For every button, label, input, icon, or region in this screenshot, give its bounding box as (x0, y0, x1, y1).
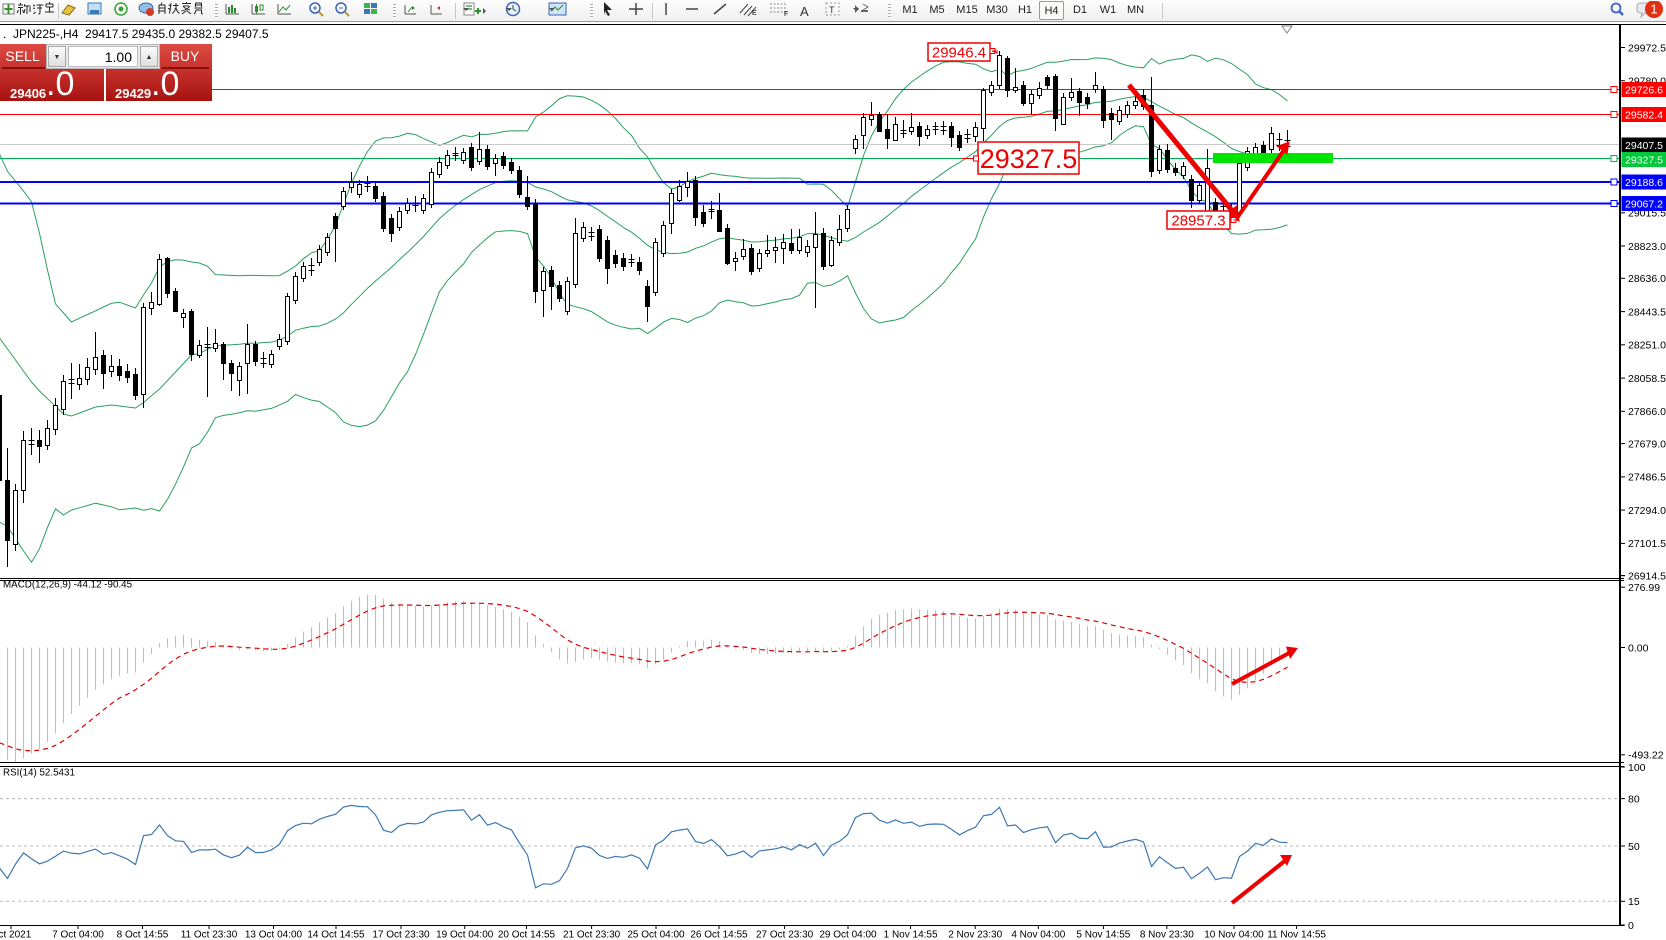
svg-text:20 Oct 14:55: 20 Oct 14:55 (498, 930, 556, 940)
svg-text:28058.5: 28058.5 (1628, 373, 1666, 385)
svg-text:7 Oct 04:00: 7 Oct 04:00 (52, 930, 104, 940)
svg-text:10 Nov 04:00: 10 Nov 04:00 (1204, 930, 1264, 940)
svg-text:11 Nov 14:55: 11 Nov 14:55 (1267, 930, 1326, 940)
svg-text:28443.5: 28443.5 (1628, 306, 1666, 318)
svg-text:80: 80 (1628, 793, 1640, 805)
svg-text:29 Oct 04:00: 29 Oct 04:00 (819, 930, 877, 940)
svg-text:2 Nov 23:30: 2 Nov 23:30 (948, 930, 1002, 940)
svg-text:28251.0: 28251.0 (1628, 340, 1666, 352)
svg-text:MACD(12,26,9) -44.12 -90.45: MACD(12,26,9) -44.12 -90.45 (3, 580, 133, 591)
svg-text:276.99: 276.99 (1628, 582, 1660, 594)
svg-text:21 Oct 23:30: 21 Oct 23:30 (563, 930, 621, 940)
svg-text:8 Oct 14:55: 8 Oct 14:55 (117, 930, 169, 940)
svg-text:29327.5: 29327.5 (1625, 155, 1663, 167)
svg-text:28636.0: 28636.0 (1628, 273, 1666, 285)
svg-text:29582.4: 29582.4 (1625, 110, 1663, 122)
svg-text:29726.6: 29726.6 (1625, 85, 1663, 97)
svg-text:0: 0 (1628, 920, 1634, 932)
svg-text:19 Oct 04:00: 19 Oct 04:00 (436, 930, 494, 940)
svg-text:E: E (752, 10, 757, 17)
svg-text:17 Oct 23:30: 17 Oct 23:30 (372, 930, 430, 940)
svg-text:1: 1 (1650, 2, 1657, 17)
svg-text:11 Oct 23:30: 11 Oct 23:30 (181, 930, 238, 940)
svg-text:5 Nov 14:55: 5 Nov 14:55 (1076, 930, 1130, 940)
svg-text:27294.0: 27294.0 (1628, 505, 1666, 517)
svg-text:27679.0: 27679.0 (1628, 438, 1666, 450)
svg-text:1 Nov 14:55: 1 Nov 14:55 (884, 930, 938, 940)
svg-text:Oct 2021: Oct 2021 (0, 930, 32, 940)
svg-text:27 Oct 23:30: 27 Oct 23:30 (756, 930, 814, 940)
svg-text:26914.5: 26914.5 (1628, 571, 1666, 583)
svg-text:50: 50 (1628, 841, 1640, 853)
svg-text:29188.6: 29188.6 (1625, 177, 1663, 189)
svg-text:29327.5: 29327.5 (980, 144, 1078, 174)
svg-text:8 Nov 23:30: 8 Nov 23:30 (1140, 930, 1194, 940)
svg-text:29972.5: 29972.5 (1628, 42, 1666, 54)
svg-text:27486.5: 27486.5 (1628, 472, 1666, 484)
svg-text:100: 100 (1628, 762, 1646, 774)
svg-text:27866.0: 27866.0 (1628, 406, 1666, 418)
svg-text:0.00: 0.00 (1628, 642, 1649, 654)
svg-text:T: T (829, 5, 835, 15)
svg-text:26 Oct 14:55: 26 Oct 14:55 (690, 930, 748, 940)
svg-text:-493.22: -493.22 (1628, 750, 1664, 762)
svg-text:28957.3: 28957.3 (1171, 212, 1225, 229)
svg-text:4 Nov 04:00: 4 Nov 04:00 (1011, 930, 1065, 940)
svg-text:29067.2: 29067.2 (1625, 199, 1663, 211)
svg-text:29407.5: 29407.5 (1625, 140, 1663, 152)
svg-text:F: F (784, 11, 788, 17)
svg-text:RSI(14) 52.5431: RSI(14) 52.5431 (3, 768, 75, 779)
svg-text:15: 15 (1628, 896, 1640, 908)
svg-text:29946.4: 29946.4 (932, 44, 986, 61)
svg-text:28823.0: 28823.0 (1628, 241, 1666, 253)
svg-text:25 Oct 04:00: 25 Oct 04:00 (627, 930, 685, 940)
svg-text:13 Oct 04:00: 13 Oct 04:00 (245, 930, 303, 940)
svg-text:27101.5: 27101.5 (1628, 538, 1666, 550)
svg-text:14 Oct 14:55: 14 Oct 14:55 (307, 930, 365, 940)
